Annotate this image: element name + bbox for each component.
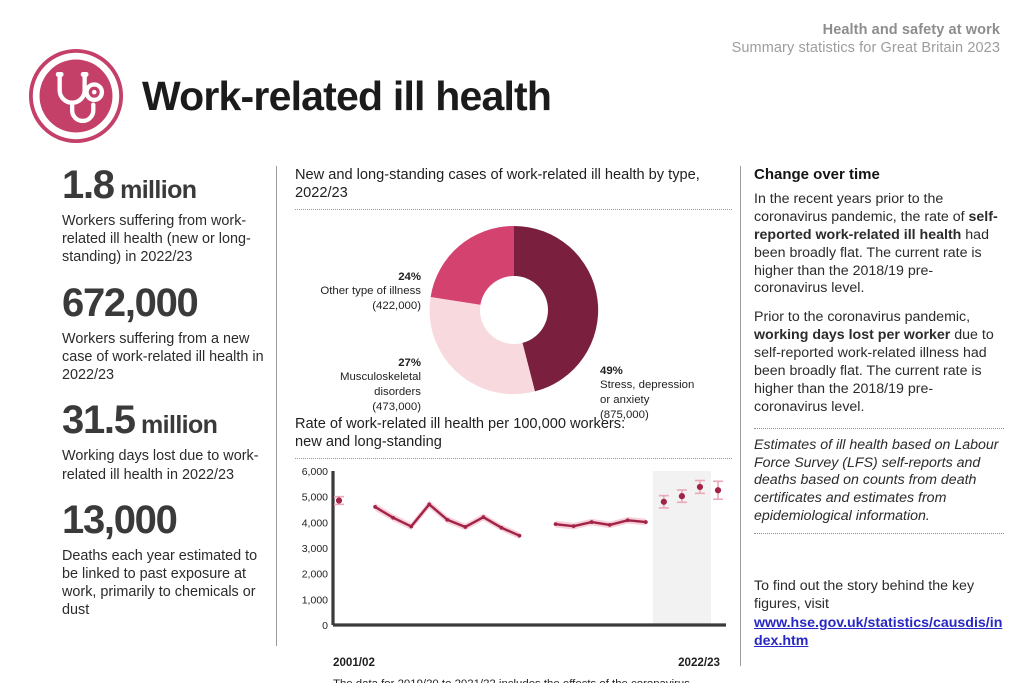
header-subtitle: Summary statistics for Great Britain 202…: [731, 40, 1000, 57]
stat-block: 31.5 million Working days lost due to wo…: [62, 398, 267, 483]
header-title: Health and safety at work: [822, 22, 1000, 38]
visit-text: To find out the story behind the key fig…: [754, 578, 975, 613]
dotted-separator: [754, 427, 1004, 429]
stat-description: Workers suffering from work-related ill …: [62, 213, 251, 266]
page-title: Work-related ill health: [142, 72, 552, 119]
svg-text:1,000: 1,000: [302, 594, 328, 606]
stat-number: 672,000: [62, 280, 199, 325]
key-figures-column: 1.8 million Workers suffering from work-…: [62, 163, 267, 636]
donut-chart: 24% Other type of illness (422,000) 27% …: [295, 214, 732, 421]
dotted-separator: [754, 533, 1004, 535]
line-chart: 0 1,000 2,000 3,000 4,000 5,000 6,000: [295, 465, 732, 655]
change-over-time-heading: Change over time: [754, 166, 880, 183]
footnote-covid: The data for 2019/20 to 2021/22 includes…: [333, 677, 732, 683]
stat-description: Deaths each year estimated to be linked …: [62, 547, 258, 619]
dotted-separator: [295, 208, 732, 210]
stat-block: 13,000 Deaths each year estimated to be …: [62, 497, 267, 620]
svg-text:2,000: 2,000: [302, 568, 328, 580]
donut-hole: [480, 275, 548, 344]
change-over-time-column: Change over time In the recent years pri…: [754, 166, 1004, 651]
charts-column: New and long-standing cases of work-rela…: [295, 166, 732, 683]
change-over-time-paragraph-2: Prior to the coronavirus pandemic, worki…: [754, 309, 994, 415]
line-chart-svg: 0 1,000 2,000 3,000 4,000 5,000 6,000: [302, 466, 726, 632]
donut-label-stress: 49% Stress, depression or anxiety (875,0…: [600, 364, 695, 421]
stethoscope-icon: [28, 48, 124, 144]
title-row: Work-related ill health: [28, 48, 552, 144]
x-axis-labels: 2001/02 2022/23: [295, 656, 732, 672]
divider-left: [276, 166, 277, 646]
dotted-separator: [295, 457, 732, 459]
line-chart-title: Rate of work-related ill health per 100,…: [295, 415, 626, 451]
stat-number: 31.5 million: [62, 398, 218, 443]
svg-text:6,000: 6,000: [302, 466, 328, 478]
svg-text:4,000: 4,000: [302, 517, 328, 529]
donut-svg: [429, 225, 599, 394]
svg-text:5,000: 5,000: [302, 491, 328, 503]
donut-label-msk: 27% Musculoskeletal disorders (473,000): [339, 356, 421, 413]
donut-label-other: 24% Other type of illness (422,000): [320, 270, 421, 312]
svg-text:3,000: 3,000: [302, 543, 328, 555]
stat-description: Workers suffering from a new case of wor…: [62, 330, 264, 384]
hse-statistics-link[interactable]: www.hse.gov.uk/statistics/causdis/index.…: [754, 614, 1003, 650]
estimates-note: Estimates of ill health based on Labour …: [754, 436, 999, 525]
divider-right: [740, 166, 741, 666]
x-axis-end-label: 2022/23: [678, 655, 720, 669]
x-axis-start-label: 2001/02: [333, 655, 375, 669]
change-over-time-paragraph-1: In the recent years prior to the coronav…: [754, 191, 998, 297]
donut-slice-stress: [514, 225, 599, 392]
stat-block: 672,000 Workers suffering from a new cas…: [62, 280, 267, 385]
stat-block: 1.8 million Workers suffering from work-…: [62, 163, 267, 267]
stat-description: Working days lost due to work-related il…: [62, 448, 259, 483]
header-meta: Health and safety at work Summary statis…: [732, 21, 1000, 57]
stat-number: 13,000: [62, 497, 178, 542]
stat-number: 1.8 million: [62, 163, 197, 207]
svg-text:0: 0: [322, 620, 328, 632]
donut-chart-title: New and long-standing cases of work-rela…: [295, 167, 700, 202]
chart-footnotes: The data for 2019/20 to 2021/22 includes…: [295, 677, 732, 683]
